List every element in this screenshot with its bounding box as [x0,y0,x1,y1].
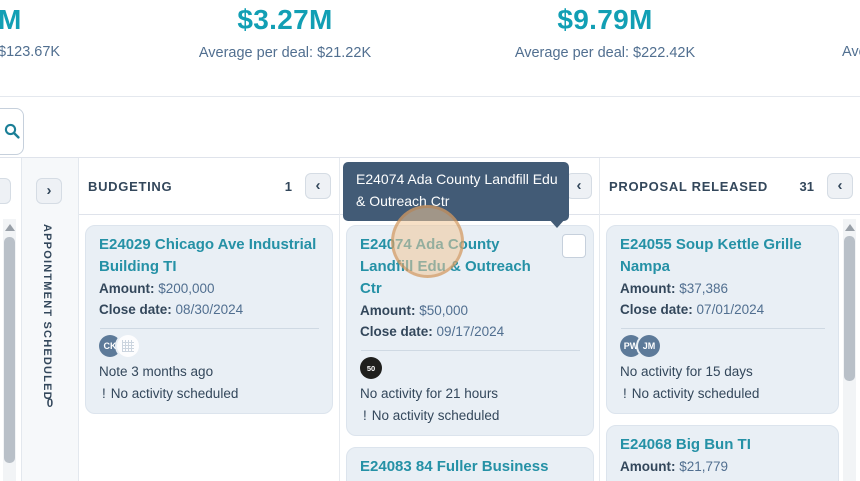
collapsed-column-count: 0 [46,398,54,410]
scroll-up-arrow-icon[interactable] [5,224,15,231]
card-divider [100,328,319,329]
amount-label: Amount: [99,281,155,296]
avatar-group: PW JM [620,335,825,357]
warning-icon: ! [623,386,627,401]
collapsed-column-label: APPOINTMENT SCHEDULED [41,224,53,401]
column-header: PROPOSAL RELEASED 31 ‹ [600,158,860,215]
deal-close-line: Close date: 07/01/2024 [620,300,825,320]
pipeline-board: ‹ › APPOINTMENT SCHEDULED 0 BUDGETING 1 … [0,157,860,481]
warning-icon: ! [102,386,106,401]
column-count: 31 [799,178,814,194]
metric-value: $3.27M [237,4,333,35]
collapsed-column-appointment-scheduled[interactable]: › APPOINTMENT SCHEDULED 0 [21,158,79,481]
metric-avg-partial-right: Ave [842,44,860,60]
avatar: PW [620,335,642,357]
close-date-label: Close date: [620,480,693,481]
tooltip-pointer [548,218,566,228]
metric-avg-partial: $123.67K [0,44,61,60]
deal-close-line: Close date: 09/17/2024 [360,322,580,342]
deal-title-link[interactable]: E24055 Soup Kettle Grille Nampa [620,236,802,275]
company-placeholder-icon [117,335,139,357]
deal-card[interactable]: E24055 Soup Kettle Grille Nampa Amount: … [606,225,839,414]
column-proposal-released: PROPOSAL RELEASED 31 ‹ E24055 Soup Kettl… [599,158,860,481]
close-date-label: Close date: [99,301,172,317]
column-header: BUDGETING 1 ‹ [79,158,339,215]
last-activity-text: Note 3 months ago [99,364,214,379]
amount-label: Amount: [360,303,416,318]
avatar-group: CK [99,335,319,357]
no-activity-warning: ! No activity scheduled [102,386,239,401]
deal-card[interactable]: E24083 84 Fuller Business Park Bldg 6 Na… [346,447,594,481]
deal-amount-line: Amount: $50,000 [360,301,580,321]
close-date-value: 08/30/2024 [175,301,244,317]
column-card-list: E24055 Soup Kettle Grille Nampa Amount: … [600,215,860,481]
close-date-label: Close date: [360,323,433,339]
click-indicator [391,205,464,278]
column-name: BUDGETING [88,178,173,194]
amount-value: $21,779 [679,459,729,474]
no-activity-warning: ! No activity scheduled [363,408,500,423]
deal-title-link[interactable]: E24068 Big Bun TI [620,436,751,453]
last-activity-text: No activity for 21 hours [360,386,499,401]
avatar-group: 50 [360,357,580,379]
collapse-column-button[interactable]: ‹ [566,173,592,199]
close-date-value: 09/17/2024 [436,323,505,339]
deal-amount-line: Amount: $21,779 [620,457,825,477]
left-column-scrollbar-track [3,219,16,481]
collapse-column-button-partial[interactable]: ‹ [0,178,11,204]
deal-amount-line: Amount: $200,000 [99,279,319,299]
metric-avg: Average per deal: $21.22K [198,45,372,61]
card-divider [621,328,825,329]
deal-title-link[interactable]: E24029 Chicago Ave Industrial Building T… [99,236,317,275]
avatar: JM [638,335,660,357]
no-activity-warning: ! No activity scheduled [623,386,760,401]
expand-column-button[interactable]: › [36,178,62,204]
deal-card[interactable]: E24029 Chicago Ave Industrial Building T… [85,225,333,414]
deal-close-line: Close date: 08/30/2024 [99,300,319,320]
deal-close-line: Close date: 08/09/2024 [620,478,825,481]
deal-name-tooltip: E24074 Ada County Landfill Edu & Outreac… [343,162,569,221]
warning-icon: ! [363,408,367,423]
metric-value: $9.79M [557,4,653,35]
amount-label: Amount: [620,281,676,296]
deal-amount-line: Amount: $37,386 [620,279,825,299]
left-column-scrollbar-thumb[interactable] [4,237,15,463]
right-column-scrollbar-thumb[interactable] [844,236,855,381]
metric-value-partial: M [0,4,22,35]
search-button[interactable] [0,108,24,155]
header-divider [0,96,860,97]
card-divider [361,350,580,351]
amount-value: $200,000 [158,281,215,296]
column-card-list: E24074 Ada County Landfill Edu & Outreac… [340,215,600,481]
last-activity-text: No activity for 15 days [620,364,753,379]
amount-value: $37,386 [679,281,729,296]
close-date-label: Close date: [620,301,693,317]
column-count: 1 [284,178,292,194]
company-logo-avatar: 50 [360,357,382,379]
deal-card[interactable]: E24068 Big Bun TI Amount: $21,779 Close … [606,425,839,481]
close-date-value: 07/01/2024 [696,301,765,317]
metric-avg: Average per deal: $222.42K [514,45,696,61]
close-date-value: 08/09/2024 [697,480,765,481]
collapse-column-button[interactable]: ‹ [305,173,331,199]
amount-label: Amount: [620,459,676,474]
deal-title-link[interactable]: E24083 84 Fuller Business Park Bldg 6 Na… [360,458,549,481]
column-name: PROPOSAL RELEASED [609,178,769,194]
right-column-scrollbar-track [843,219,856,481]
amount-value: $50,000 [419,303,469,318]
collapse-column-button[interactable]: ‹ [827,173,853,199]
column-budgeting: BUDGETING 1 ‹ E24029 Chicago Ave Industr… [79,158,339,481]
avatar: CK [99,335,121,357]
scroll-up-arrow-icon[interactable] [845,224,855,231]
column-hovered: ‹ E24074 Ada County Landfill Edu & Outre… [339,158,600,481]
deal-card-hovered[interactable]: E24074 Ada County Landfill Edu & Outreac… [346,225,594,436]
card-select-checkbox[interactable] [562,234,586,258]
column-card-list: E24029 Chicago Ave Industrial Building T… [79,215,339,481]
search-icon [4,123,20,139]
